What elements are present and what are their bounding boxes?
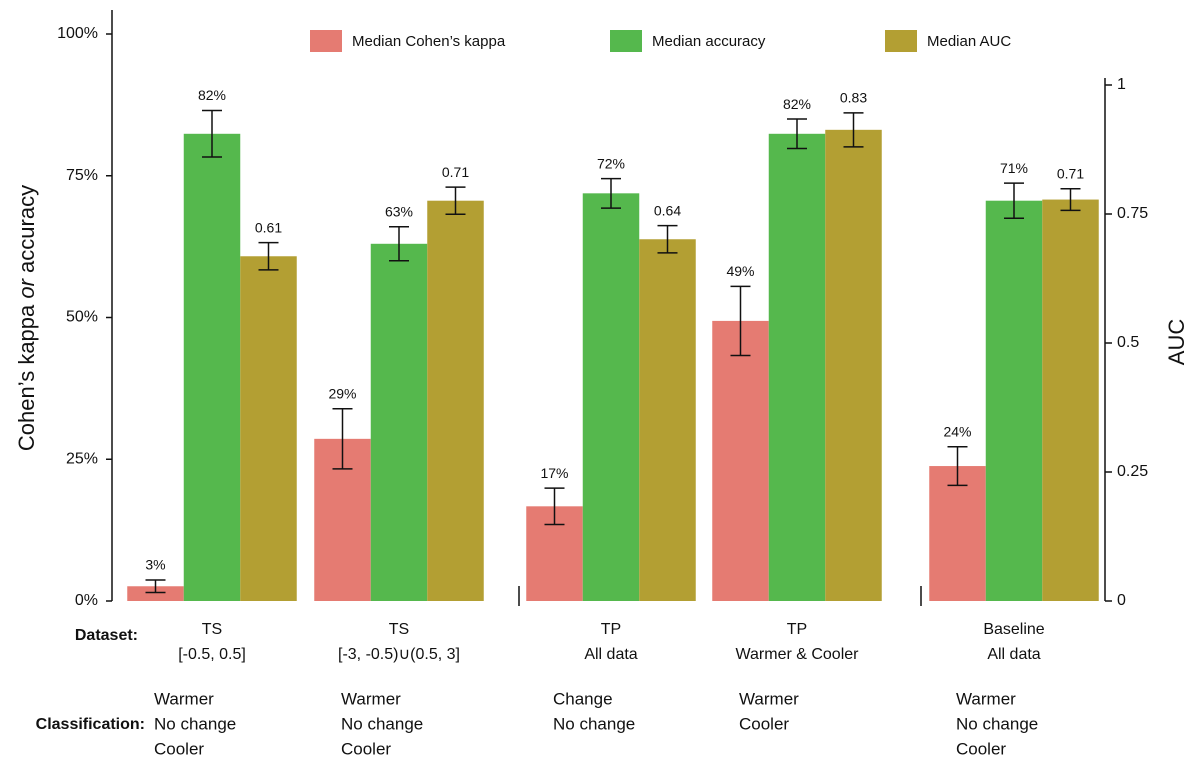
classification-label: Warmer: [154, 689, 214, 708]
bar: [1042, 199, 1099, 601]
bar: [639, 239, 696, 601]
bar: [929, 466, 986, 601]
value-label: 63%: [385, 203, 413, 219]
x-tick-label: All data: [584, 646, 637, 663]
y2-tick-label: 0.5: [1117, 334, 1139, 351]
classification-label: Change: [553, 689, 613, 708]
value-label: 24%: [943, 423, 971, 439]
x-tick-label: [-3, -0.5)∪(0.5, 3]: [338, 646, 460, 663]
legend-swatch: [610, 30, 642, 52]
bar: [985, 200, 1043, 601]
bar: [825, 129, 882, 601]
legend-label: Median AUC: [927, 33, 1011, 50]
classification-label: No change: [553, 714, 635, 733]
x-tick-label: TP: [601, 621, 621, 638]
row-label: Dataset:: [75, 627, 138, 644]
value-label: 3%: [145, 557, 165, 573]
x-tick-label: TP: [787, 621, 807, 638]
value-label: 49%: [726, 263, 754, 279]
legend-swatch: [885, 30, 917, 52]
x-tick-label: Baseline: [983, 621, 1044, 638]
y-title-part: accuracy: [14, 185, 39, 273]
value-label: 0.71: [1057, 165, 1084, 181]
value-label: 0.64: [654, 202, 681, 218]
bar: [240, 256, 297, 601]
bar: [582, 193, 640, 601]
x-tick-label: TS: [202, 621, 222, 638]
classification-label: Warmer: [956, 689, 1016, 708]
y2-tick-label: 0: [1117, 592, 1126, 609]
value-label: 17%: [540, 465, 568, 481]
classification-label: Cooler: [739, 714, 789, 733]
value-label: 72%: [597, 155, 625, 171]
bar: [183, 133, 241, 602]
y2-axis-title: AUC: [1164, 319, 1189, 366]
classification-label: Cooler: [341, 739, 391, 758]
y-title-part: or: [14, 277, 39, 298]
y2-tick-label: 1: [1117, 76, 1126, 93]
bar: [127, 586, 184, 601]
value-label: 0.61: [255, 219, 282, 235]
y-tick-label: 100%: [57, 25, 98, 42]
value-label: 0.71: [442, 164, 469, 180]
value-label: 82%: [198, 87, 226, 103]
y-axis-title: Cohen’s kappa or accuracy: [14, 185, 39, 451]
x-tick-label: TS: [389, 621, 409, 638]
bar: [768, 133, 826, 602]
classification-label: No change: [341, 714, 423, 733]
y-tick-label: 25%: [66, 450, 98, 467]
bar: [712, 320, 769, 601]
y2-tick-label: 0.75: [1117, 205, 1148, 222]
classification-label: No change: [154, 714, 236, 733]
y2-tick-label: 0.25: [1117, 463, 1148, 480]
value-label: 71%: [1000, 160, 1028, 176]
x-tick-label: All data: [987, 646, 1040, 663]
value-label: 82%: [783, 96, 811, 112]
y-tick-label: 0%: [75, 592, 98, 609]
classification-label: No change: [956, 714, 1038, 733]
y-title-part: Cohen’s kappa: [14, 304, 39, 451]
legend-label: Median accuracy: [652, 33, 766, 50]
classification-label: Cooler: [154, 739, 204, 758]
y-tick-label: 50%: [66, 309, 98, 326]
classification-label: Warmer: [341, 689, 401, 708]
classification-label: Warmer: [739, 689, 799, 708]
y-tick-label: 75%: [66, 167, 98, 184]
value-label: 0.83: [840, 90, 867, 106]
legend-label: Median Cohen’s kappa: [352, 33, 506, 50]
row-label: Classification:: [36, 716, 145, 733]
x-tick-label: Warmer & Cooler: [736, 646, 860, 663]
legend-swatch: [310, 30, 342, 52]
value-label: 29%: [328, 385, 356, 401]
classification-label: Cooler: [956, 739, 1006, 758]
bar: [427, 200, 484, 601]
x-tick-label: [-0.5, 0.5]: [178, 646, 246, 663]
bar: [370, 243, 428, 602]
